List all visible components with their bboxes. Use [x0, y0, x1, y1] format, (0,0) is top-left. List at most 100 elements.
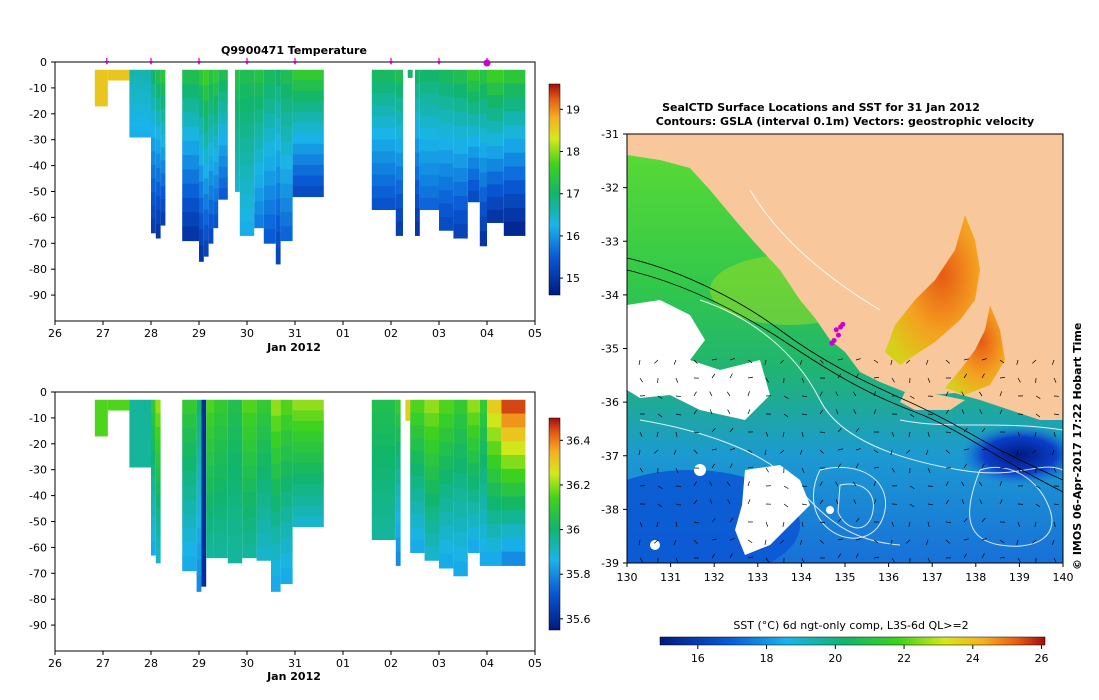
data-cell — [182, 542, 197, 557]
data-cell — [160, 160, 166, 174]
data-cell — [235, 181, 240, 192]
top-colorbar — [548, 83, 561, 296]
data-cell — [479, 441, 487, 456]
data-cell — [242, 505, 257, 519]
map-x-tick-label: 133 — [747, 571, 768, 584]
data-cell — [439, 123, 454, 138]
velocity-vector — [945, 409, 949, 415]
sst-colorbar-tick-label: 22 — [897, 652, 911, 665]
y-tick-label: -90 — [29, 619, 47, 632]
data-cell — [395, 468, 401, 484]
data-cell — [201, 430, 207, 447]
data-cell — [467, 399, 480, 413]
data-cell — [371, 163, 396, 176]
data-cell — [479, 537, 487, 553]
data-cell — [94, 84, 108, 89]
data-cell — [218, 112, 228, 125]
data-cell — [239, 83, 255, 98]
map-panel: SealCTD Surface Locations and SST for 31… — [601, 101, 1084, 665]
data-cell — [487, 468, 502, 484]
data-cell — [196, 543, 202, 560]
data-cell — [256, 399, 271, 414]
data-cell — [151, 542, 156, 556]
velocity-vector — [747, 499, 751, 505]
data-cell — [254, 69, 264, 84]
profile-markers — [104, 58, 491, 67]
velocity-vector — [963, 553, 967, 559]
velocity-vector — [783, 485, 789, 489]
velocity-vector — [764, 539, 767, 545]
data-cell — [487, 537, 502, 553]
data-cell — [201, 415, 207, 432]
velocity-vector — [927, 467, 931, 473]
velocity-vector — [1053, 467, 1057, 473]
velocity-vector — [981, 463, 985, 469]
velocity-vector — [852, 481, 857, 487]
data-cell — [280, 212, 293, 227]
data-cell — [242, 412, 257, 427]
data-cell — [419, 81, 439, 94]
data-cell — [107, 408, 130, 410]
velocity-vector — [1034, 431, 1037, 437]
data-cell — [213, 544, 228, 559]
velocity-vector — [729, 448, 735, 451]
data-cell — [263, 228, 276, 244]
gsla-contour — [899, 419, 1063, 431]
data-cell — [407, 75, 413, 77]
data-cell — [439, 455, 454, 471]
velocity-vector — [999, 466, 1005, 469]
data-cell — [155, 413, 161, 428]
x-tick-label: 02 — [384, 657, 398, 670]
data-cell — [479, 84, 487, 100]
velocity-vector — [639, 467, 644, 473]
data-cell — [107, 409, 130, 411]
velocity-vector — [873, 556, 879, 559]
data-cell — [275, 231, 281, 249]
velocity-vector — [639, 557, 644, 563]
data-cell — [94, 93, 108, 98]
velocity-vector — [855, 373, 859, 379]
velocity-vector — [945, 359, 950, 364]
data-cell — [196, 511, 202, 528]
velocity-vector — [835, 481, 839, 487]
data-cell — [424, 546, 439, 561]
data-cell — [155, 83, 161, 99]
data-cell — [280, 415, 293, 431]
colorbar-tick-label: 15 — [566, 272, 580, 285]
data-cell — [479, 187, 487, 203]
velocity-vector — [1016, 359, 1019, 365]
sst-colorbar-tick-label: 20 — [828, 652, 842, 665]
data-cell — [487, 82, 504, 96]
data-cell — [503, 69, 526, 84]
data-cell — [453, 458, 468, 474]
velocity-vector — [837, 358, 843, 361]
data-cell — [479, 413, 487, 428]
data-cell — [487, 133, 504, 147]
velocity-vector — [711, 448, 717, 451]
map-x-tick-label: 131 — [660, 571, 681, 584]
data-cell — [227, 467, 243, 482]
velocity-vector — [852, 391, 857, 397]
data-cell — [213, 175, 219, 189]
data-cell — [371, 504, 396, 517]
velocity-vector — [1053, 521, 1056, 527]
data-cell — [371, 186, 396, 199]
velocity-vector — [1017, 467, 1021, 473]
velocity-vector — [819, 409, 824, 415]
map-x-tick-label: 132 — [704, 571, 725, 584]
data-cell — [467, 157, 480, 170]
data-cell — [182, 226, 199, 242]
velocity-vector — [709, 481, 713, 487]
velocity-vector — [979, 409, 983, 415]
velocity-vector — [780, 449, 785, 454]
data-cell — [407, 71, 413, 73]
data-cell — [155, 210, 161, 225]
data-cell — [129, 103, 151, 110]
map-x-tick-label: 138 — [965, 571, 986, 584]
map-y-tick-label: -35 — [601, 343, 619, 356]
data-cell — [292, 484, 324, 496]
velocity-vector — [747, 376, 753, 379]
data-cell — [151, 490, 156, 504]
data-cell — [94, 420, 108, 425]
data-cell — [271, 575, 281, 592]
